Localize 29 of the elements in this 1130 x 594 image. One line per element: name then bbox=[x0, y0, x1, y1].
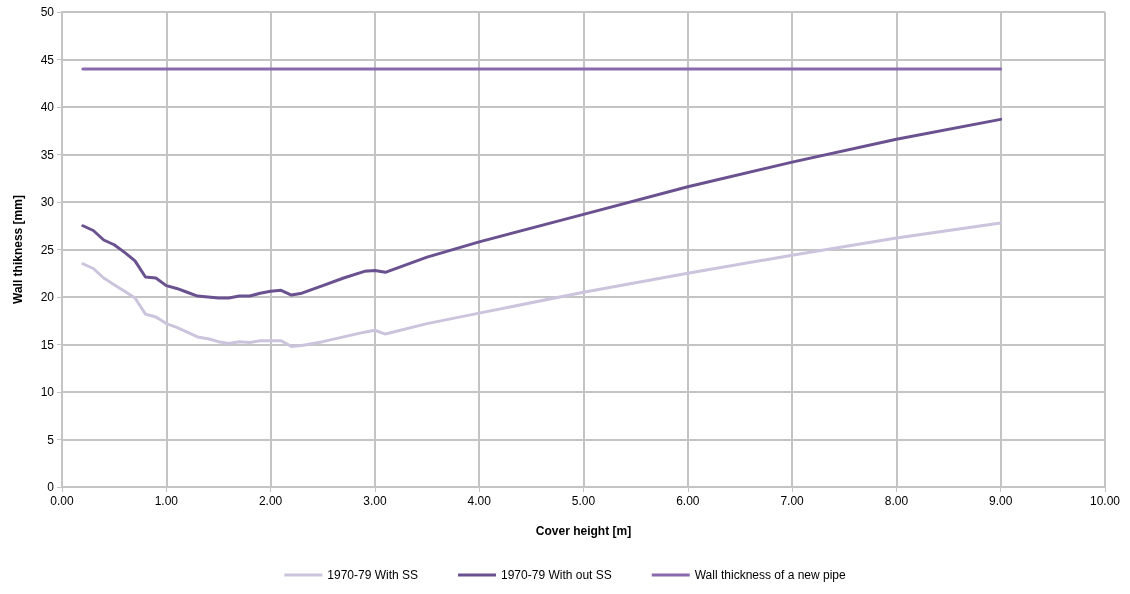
x-tick-label: 1.00 bbox=[154, 494, 179, 508]
legend-label: 1970-79 With SS bbox=[327, 568, 419, 582]
y-tick-label: 30 bbox=[40, 195, 55, 209]
x-tick-label: 0.00 bbox=[50, 494, 74, 508]
y-tick-label: 20 bbox=[40, 290, 55, 304]
x-tick-label: 2.00 bbox=[258, 494, 283, 508]
x-tick-label: 6.00 bbox=[676, 494, 700, 508]
legend-label: 1970-79 With out SS bbox=[501, 568, 612, 582]
y-tick-label: 10 bbox=[40, 385, 55, 399]
x-tick-label: 7.00 bbox=[780, 494, 805, 508]
x-tick-label: 10.00 bbox=[1089, 494, 1121, 508]
x-tick-label: 5.00 bbox=[571, 494, 596, 508]
y-tick-label: 0 bbox=[47, 480, 55, 494]
y-tick-label: 35 bbox=[40, 147, 55, 162]
line-series bbox=[81, 117, 1003, 300]
y-tick-label: 5 bbox=[47, 432, 55, 447]
x-axis-title: Cover height [m] bbox=[535, 524, 632, 538]
y-tick-label: 15 bbox=[40, 337, 55, 352]
legend-label: Wall thickness of a new pipe bbox=[694, 568, 847, 582]
line-series bbox=[81, 221, 1003, 348]
y-tick-label: 25 bbox=[40, 242, 55, 257]
x-tick-label: 8.00 bbox=[884, 494, 909, 508]
y-tick-label: 45 bbox=[40, 52, 55, 67]
y-tick-label: 40 bbox=[40, 100, 55, 114]
x-tick-label: 9.00 bbox=[989, 494, 1013, 508]
y-axis-title: Wall thikness [mm] bbox=[11, 195, 25, 304]
y-tick-label: 50 bbox=[40, 5, 55, 19]
x-tick-label: 3.00 bbox=[363, 494, 387, 508]
x-tick-label: 4.00 bbox=[467, 494, 492, 508]
